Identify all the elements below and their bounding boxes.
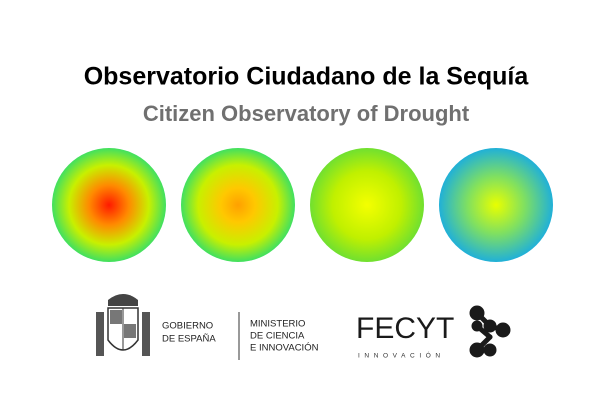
fecyt-tagline: INNOVACIÓN: [358, 351, 445, 360]
coat-of-arms: [96, 294, 150, 356]
logo-text: E INNOVACIÓN: [250, 343, 319, 354]
logo-text: GOBIERNO: [162, 321, 213, 332]
drought-circles: [52, 148, 553, 262]
title: Observatorio Ciudadano de la Sequía: [84, 63, 530, 91]
logo-text: MINISTERIO: [250, 319, 305, 330]
fecyt-name: FECYT: [356, 312, 454, 345]
gobierno-logo: GOBIERNO DE ESPAÑA: [162, 321, 216, 345]
circle: [310, 148, 424, 262]
logo-text: DE CIENCIA: [250, 331, 305, 342]
ministerio-logo: MINISTERIO DE CIENCIA E INNOVACIÓN: [250, 319, 319, 354]
subtitle: Citizen Observatory of Drought: [143, 101, 470, 126]
circle: [181, 148, 295, 262]
fecyt-symbol: [469, 305, 511, 358]
circle: [52, 148, 166, 262]
circle: [439, 148, 553, 262]
logo-text: DE ESPAÑA: [162, 334, 216, 345]
